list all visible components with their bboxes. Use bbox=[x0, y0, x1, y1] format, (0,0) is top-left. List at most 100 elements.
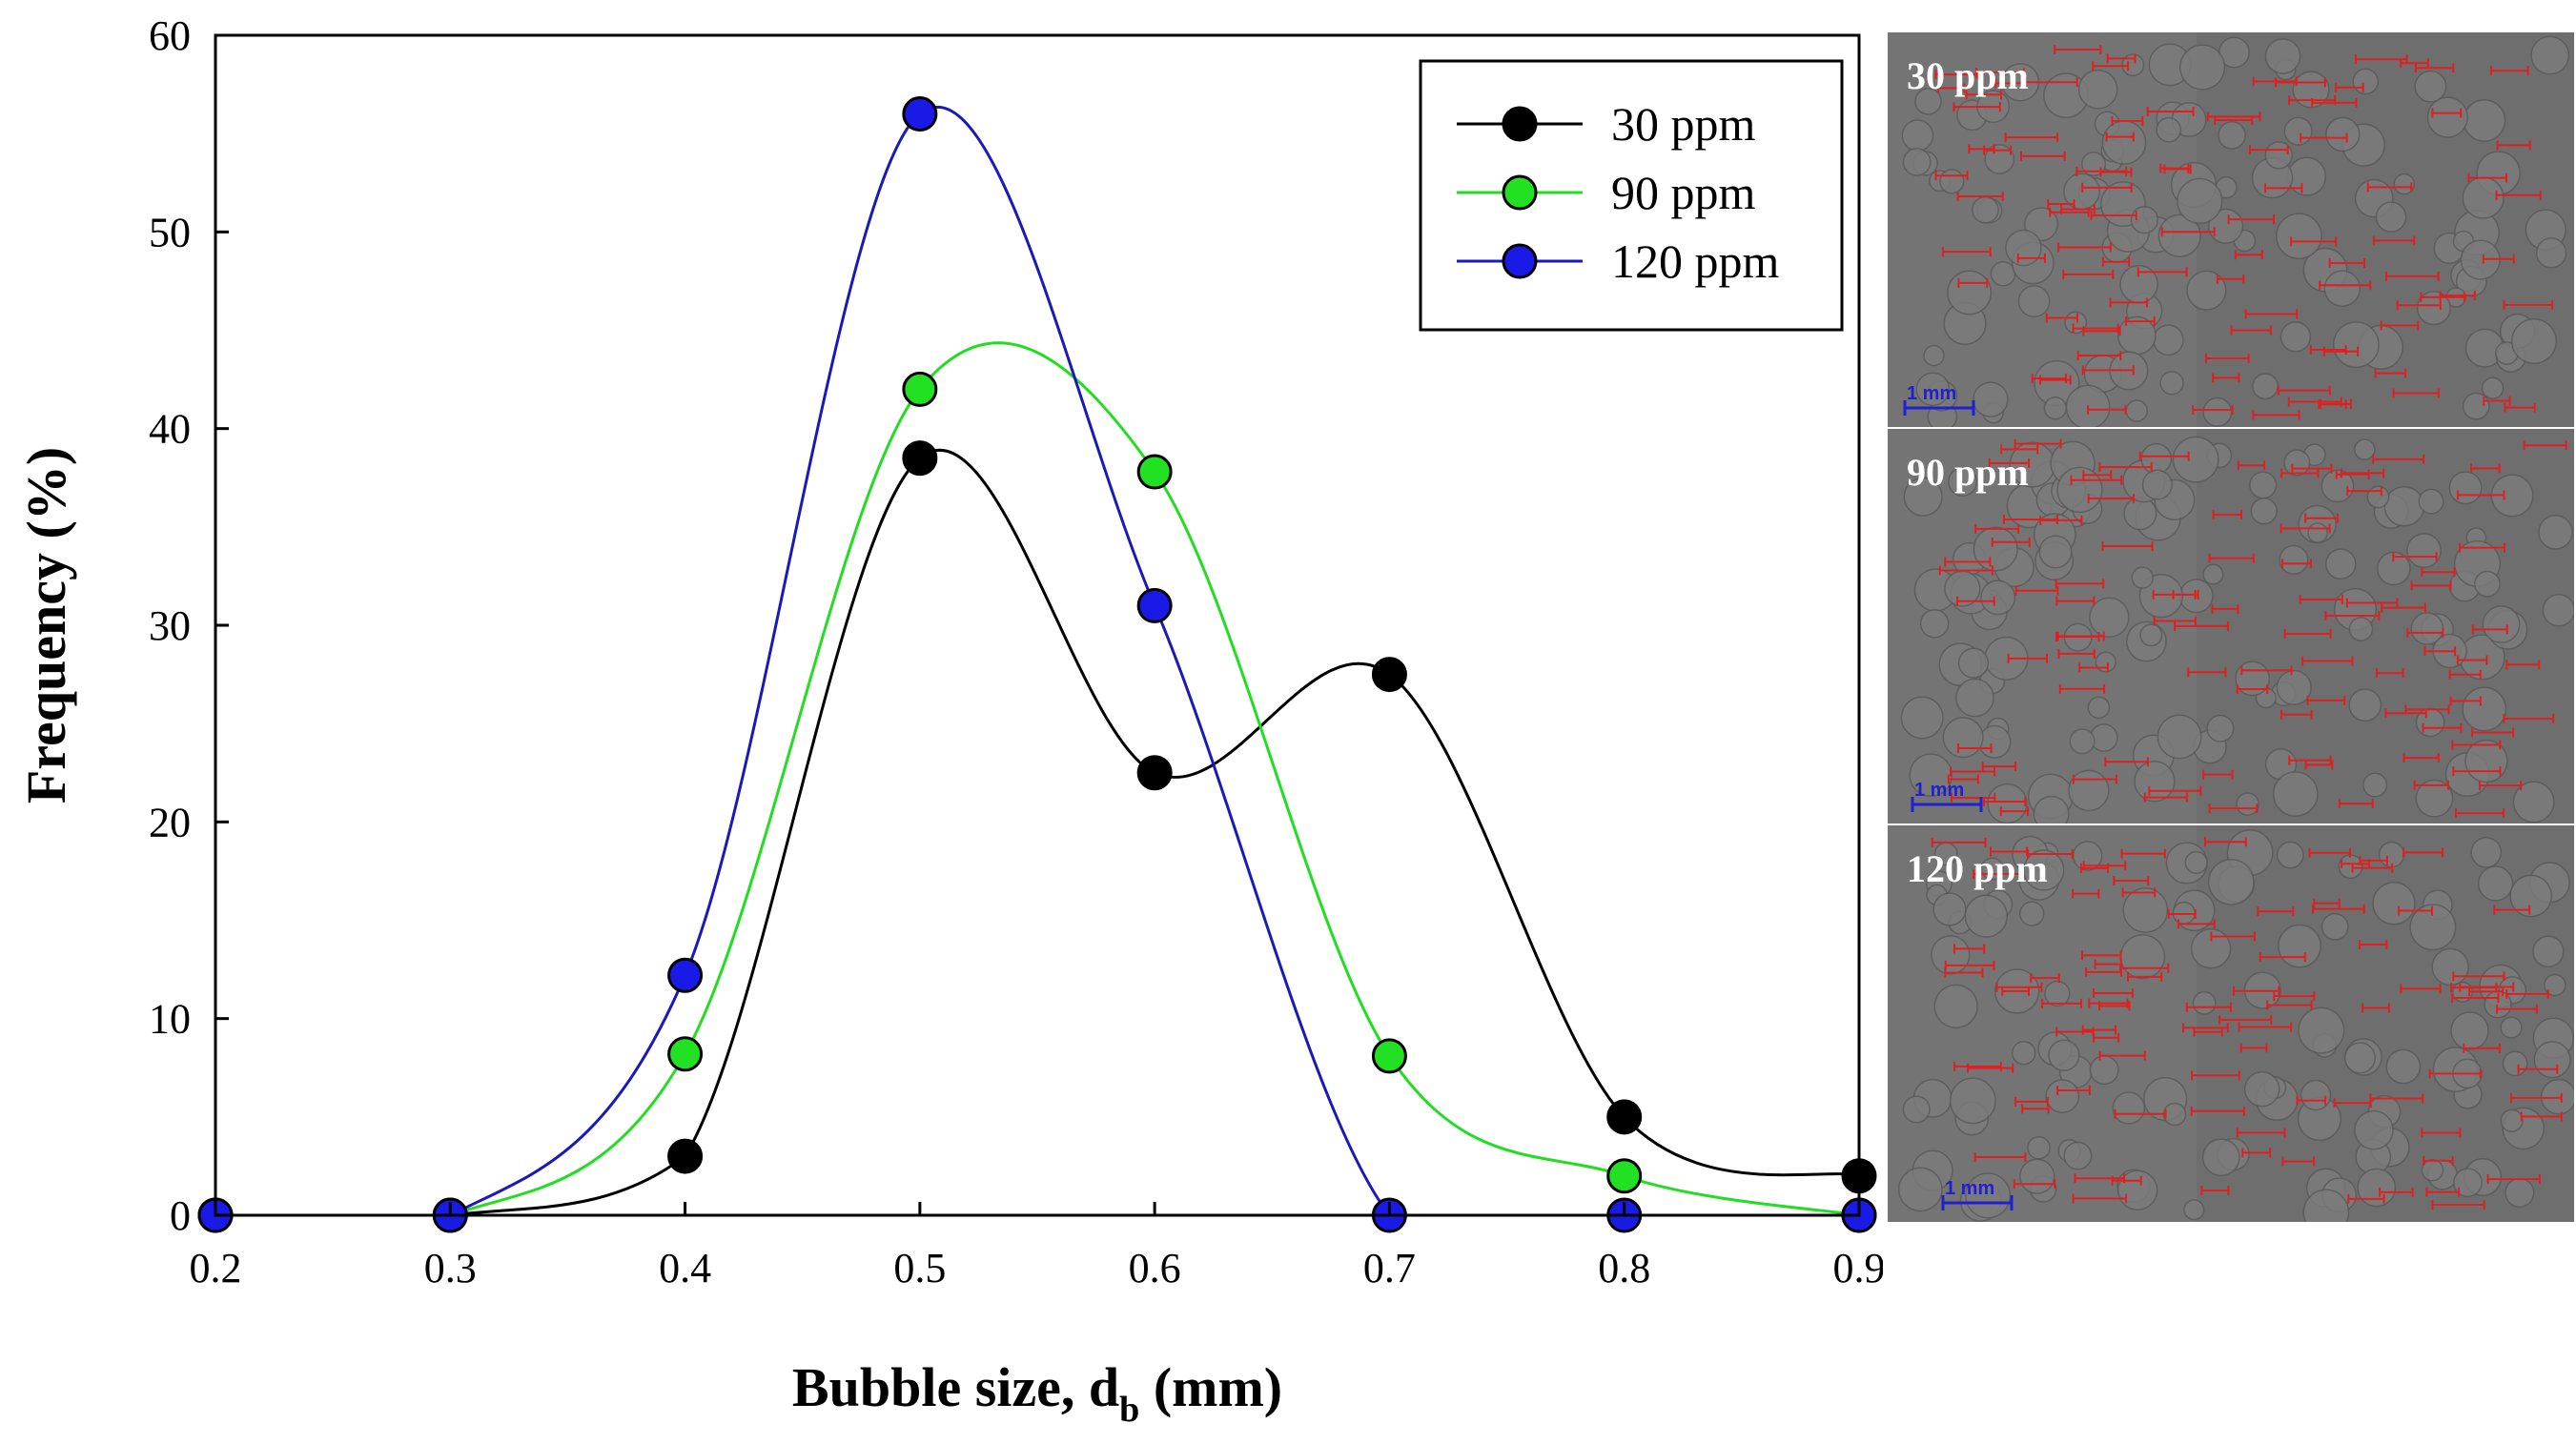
measure-mark bbox=[2238, 1022, 2293, 1032]
legend-marker-90-ppm bbox=[1502, 174, 1538, 211]
measure-mark bbox=[2014, 585, 2059, 596]
bubble bbox=[1987, 783, 2028, 824]
bubble bbox=[2292, 71, 2330, 109]
measure-mark bbox=[2087, 494, 2135, 504]
legend: 30 ppm 90 ppm 120 ppm bbox=[1419, 59, 1844, 332]
bubble bbox=[1902, 1095, 1931, 1124]
measure-mark bbox=[2504, 402, 2536, 413]
measure-mark bbox=[1965, 90, 2003, 100]
measure-mark bbox=[1981, 762, 2017, 772]
measure-mark bbox=[2366, 182, 2413, 193]
measure-mark bbox=[2218, 1014, 2273, 1025]
measure-mark bbox=[2020, 151, 2066, 161]
scale-bar-label: 1 mm bbox=[1945, 1178, 1995, 1199]
bubble bbox=[2283, 116, 2313, 146]
measure-mark bbox=[2283, 628, 2332, 639]
measure-mark bbox=[2241, 1148, 2272, 1158]
measure-mark bbox=[2313, 898, 2341, 908]
bubble bbox=[2184, 850, 2208, 874]
measure-mark bbox=[2291, 463, 2333, 474]
measure-mark bbox=[2146, 107, 2195, 117]
measure-mark bbox=[1967, 1063, 2014, 1073]
scale-bar bbox=[1941, 1195, 2014, 1210]
measure-mark bbox=[1983, 797, 2027, 807]
bubble bbox=[2249, 471, 2278, 499]
measure-mark bbox=[2384, 708, 2427, 719]
bubble bbox=[2087, 696, 2111, 720]
bubble bbox=[2089, 597, 2130, 639]
bubble bbox=[2298, 1007, 2345, 1054]
measure-mark bbox=[2236, 684, 2269, 695]
measure-mark bbox=[2421, 1128, 2462, 1138]
measure-mark bbox=[2496, 140, 2531, 151]
legend-label-30-ppm: 30 ppm bbox=[1611, 97, 1756, 151]
measure-mark bbox=[2410, 580, 2452, 591]
measure-mark bbox=[2111, 116, 2144, 127]
data-point-30-ppm bbox=[1606, 1099, 1643, 1135]
measure-mark bbox=[2347, 1193, 2385, 1204]
measure-mark bbox=[2523, 440, 2567, 451]
measure-mark bbox=[2318, 399, 2347, 410]
measure-mark bbox=[2014, 438, 2062, 449]
measure-mark bbox=[1944, 557, 1992, 567]
measure-mark bbox=[2280, 468, 2320, 478]
bubble bbox=[2383, 485, 2425, 527]
micrograph-120ppm: 120 ppm 1 mm bbox=[1888, 825, 2574, 1222]
measure-mark bbox=[2111, 1175, 2142, 1186]
bubble bbox=[2017, 285, 2051, 317]
bubble bbox=[2462, 392, 2490, 420]
measure-mark bbox=[2312, 904, 2365, 914]
measure-mark bbox=[2456, 655, 2488, 665]
bubble bbox=[1949, 1077, 1996, 1125]
bubble bbox=[2139, 623, 2163, 647]
x-tick-label: 0.9 bbox=[1833, 1245, 1884, 1291]
bubble bbox=[1957, 647, 1990, 679]
x-tick-label: 0.8 bbox=[1598, 1245, 1650, 1291]
measure-mark bbox=[2233, 986, 2280, 996]
measure-mark bbox=[2517, 1064, 2559, 1074]
measure-mark bbox=[2138, 451, 2190, 461]
bubble bbox=[1915, 372, 1951, 407]
measure-mark bbox=[2060, 204, 2096, 214]
measure-mark bbox=[2288, 95, 2337, 106]
measure-mark bbox=[2277, 385, 2331, 396]
bubble bbox=[2307, 522, 2328, 543]
measure-mark bbox=[2280, 709, 2313, 720]
bubble bbox=[2416, 291, 2451, 326]
bubble bbox=[1933, 984, 1978, 1028]
x-axis-title: Bubble size, db (mm) bbox=[792, 1356, 1282, 1430]
bubble bbox=[2477, 865, 2514, 902]
bubble bbox=[2243, 1070, 2280, 1108]
measure-mark bbox=[2098, 462, 2153, 473]
bubble bbox=[2005, 229, 2042, 267]
bubble bbox=[2140, 442, 2173, 475]
measure-mark bbox=[2121, 887, 2157, 898]
measure-mark bbox=[2090, 211, 2137, 221]
bubble bbox=[2159, 371, 2184, 396]
bubble bbox=[2482, 605, 2521, 644]
bubble bbox=[2048, 1039, 2080, 1071]
data-point-90-ppm bbox=[1136, 454, 1173, 490]
measure-mark bbox=[2072, 1193, 2128, 1204]
measure-mark bbox=[1947, 774, 1979, 784]
bubble bbox=[2045, 1079, 2080, 1113]
measure-mark bbox=[2185, 1002, 2232, 1012]
bubble bbox=[2500, 1016, 2523, 1039]
bubble bbox=[1897, 1167, 1943, 1212]
scale-bar bbox=[1911, 797, 1983, 812]
measure-mark bbox=[2308, 847, 2351, 858]
measure-mark bbox=[2160, 227, 2216, 237]
bubble bbox=[2095, 651, 2116, 673]
bubble bbox=[1902, 147, 1932, 176]
measure-mark bbox=[2212, 509, 2243, 519]
bubble bbox=[2272, 771, 2319, 817]
data-point-90-ppm bbox=[1606, 1158, 1643, 1194]
micrograph-label: 90 ppm bbox=[1907, 451, 2029, 494]
bubble bbox=[2535, 237, 2567, 269]
y-tick-label: 20 bbox=[149, 799, 191, 845]
bubble bbox=[2283, 449, 2311, 477]
measure-mark bbox=[2002, 515, 2058, 525]
y-tick-label: 0 bbox=[170, 1192, 191, 1239]
bubble bbox=[1900, 696, 1944, 740]
measure-mark bbox=[2041, 998, 2082, 1008]
